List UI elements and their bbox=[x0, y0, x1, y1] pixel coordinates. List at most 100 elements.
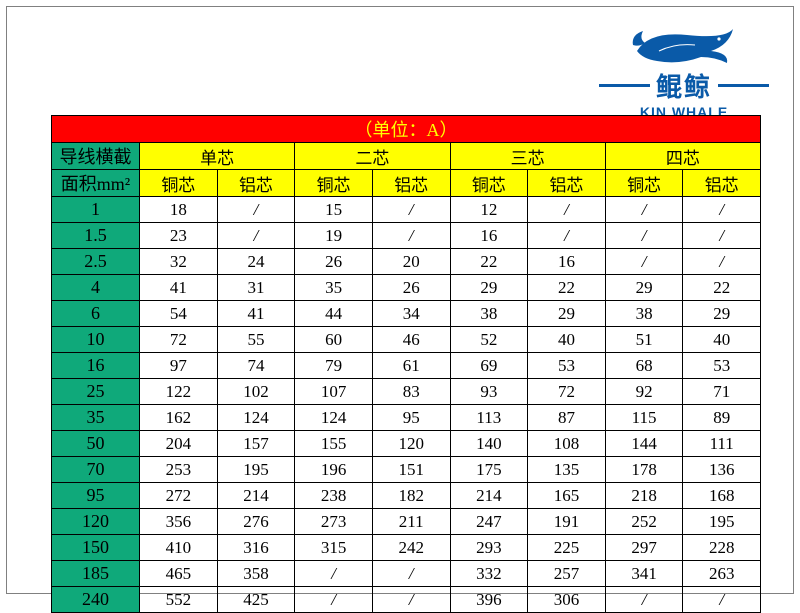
cell: 22 bbox=[528, 275, 606, 301]
cell: 53 bbox=[683, 353, 761, 379]
cell: 238 bbox=[295, 483, 373, 509]
brand-logo: 鲲鲸 KIN WHALE bbox=[599, 21, 769, 111]
cell: 228 bbox=[683, 535, 761, 561]
cell: 341 bbox=[605, 561, 683, 587]
cell: / bbox=[372, 561, 450, 587]
cell: 410 bbox=[140, 535, 218, 561]
cell: 19 bbox=[295, 223, 373, 249]
cell: 196 bbox=[295, 457, 373, 483]
cell: 165 bbox=[528, 483, 606, 509]
cell: / bbox=[605, 249, 683, 275]
cell: 52 bbox=[450, 327, 528, 353]
cell: 53 bbox=[528, 353, 606, 379]
cell: 40 bbox=[683, 327, 761, 353]
cell: / bbox=[683, 223, 761, 249]
cell: 102 bbox=[217, 379, 295, 405]
cell: 263 bbox=[683, 561, 761, 587]
cell: 29 bbox=[605, 275, 683, 301]
cell: 69 bbox=[450, 353, 528, 379]
cell: 60 bbox=[295, 327, 373, 353]
cell: 83 bbox=[372, 379, 450, 405]
cell: 218 bbox=[605, 483, 683, 509]
subcol-2-1: 铝芯 bbox=[528, 170, 606, 197]
cell: 113 bbox=[450, 405, 528, 431]
cell: 79 bbox=[295, 353, 373, 379]
cell: 332 bbox=[450, 561, 528, 587]
cell: 178 bbox=[605, 457, 683, 483]
table-title: （单位：A） bbox=[52, 116, 761, 143]
cell: 16 bbox=[450, 223, 528, 249]
size-label: 35 bbox=[52, 405, 140, 431]
cell: / bbox=[217, 197, 295, 223]
size-label: 150 bbox=[52, 535, 140, 561]
cell: 252 bbox=[605, 509, 683, 535]
cell: 175 bbox=[450, 457, 528, 483]
cell: 155 bbox=[295, 431, 373, 457]
core-group-3: 四芯 bbox=[605, 143, 760, 170]
cell: / bbox=[683, 249, 761, 275]
cell: 316 bbox=[217, 535, 295, 561]
cell: 92 bbox=[605, 379, 683, 405]
size-label: 1 bbox=[52, 197, 140, 223]
cell: 144 bbox=[605, 431, 683, 457]
cell: 293 bbox=[450, 535, 528, 561]
cell: 38 bbox=[605, 301, 683, 327]
cell: 68 bbox=[605, 353, 683, 379]
cell: 242 bbox=[372, 535, 450, 561]
core-group-2: 三芯 bbox=[450, 143, 605, 170]
cell: 272 bbox=[140, 483, 218, 509]
subcol-1-0: 铜芯 bbox=[295, 170, 373, 197]
cell: 204 bbox=[140, 431, 218, 457]
cell: 273 bbox=[295, 509, 373, 535]
cell: 29 bbox=[450, 275, 528, 301]
size-label: 6 bbox=[52, 301, 140, 327]
cell: 41 bbox=[140, 275, 218, 301]
cell: 276 bbox=[217, 509, 295, 535]
cell: / bbox=[605, 223, 683, 249]
core-group-1: 二芯 bbox=[295, 143, 450, 170]
size-label: 2.5 bbox=[52, 249, 140, 275]
cell: 44 bbox=[295, 301, 373, 327]
cell: 54 bbox=[140, 301, 218, 327]
cell: 214 bbox=[217, 483, 295, 509]
row-header-2: 面积mm² bbox=[52, 170, 140, 197]
cell: 195 bbox=[217, 457, 295, 483]
subcol-3-0: 铜芯 bbox=[605, 170, 683, 197]
cell: 51 bbox=[605, 327, 683, 353]
subcol-0-1: 铝芯 bbox=[217, 170, 295, 197]
size-label: 50 bbox=[52, 431, 140, 457]
cell: / bbox=[528, 197, 606, 223]
cell: 97 bbox=[140, 353, 218, 379]
cell: 120 bbox=[372, 431, 450, 457]
cell: 257 bbox=[528, 561, 606, 587]
size-label: 1.5 bbox=[52, 223, 140, 249]
cell: / bbox=[683, 197, 761, 223]
size-label: 10 bbox=[52, 327, 140, 353]
spec-table: （单位：A）导线横截单芯二芯三芯四芯面积mm²铜芯铝芯铜芯铝芯铜芯铝芯铜芯铝芯1… bbox=[51, 115, 761, 613]
cell: 12 bbox=[450, 197, 528, 223]
cell: 41 bbox=[217, 301, 295, 327]
cell: / bbox=[295, 561, 373, 587]
size-label: 120 bbox=[52, 509, 140, 535]
cell: 22 bbox=[450, 249, 528, 275]
cell: 465 bbox=[140, 561, 218, 587]
size-label: 16 bbox=[52, 353, 140, 379]
cell: 34 bbox=[372, 301, 450, 327]
size-label: 25 bbox=[52, 379, 140, 405]
cell: 115 bbox=[605, 405, 683, 431]
cell: 24 bbox=[217, 249, 295, 275]
cell: 182 bbox=[372, 483, 450, 509]
cell: 195 bbox=[683, 509, 761, 535]
cell: 55 bbox=[217, 327, 295, 353]
logo-text-cn: 鲲鲸 bbox=[656, 67, 712, 104]
cell: / bbox=[605, 197, 683, 223]
subcol-2-0: 铜芯 bbox=[450, 170, 528, 197]
cell: 72 bbox=[140, 327, 218, 353]
whale-icon bbox=[629, 21, 739, 67]
cell: 253 bbox=[140, 457, 218, 483]
cell: 168 bbox=[683, 483, 761, 509]
cell: / bbox=[372, 223, 450, 249]
cell: 135 bbox=[528, 457, 606, 483]
cell: 93 bbox=[450, 379, 528, 405]
cell: 15 bbox=[295, 197, 373, 223]
